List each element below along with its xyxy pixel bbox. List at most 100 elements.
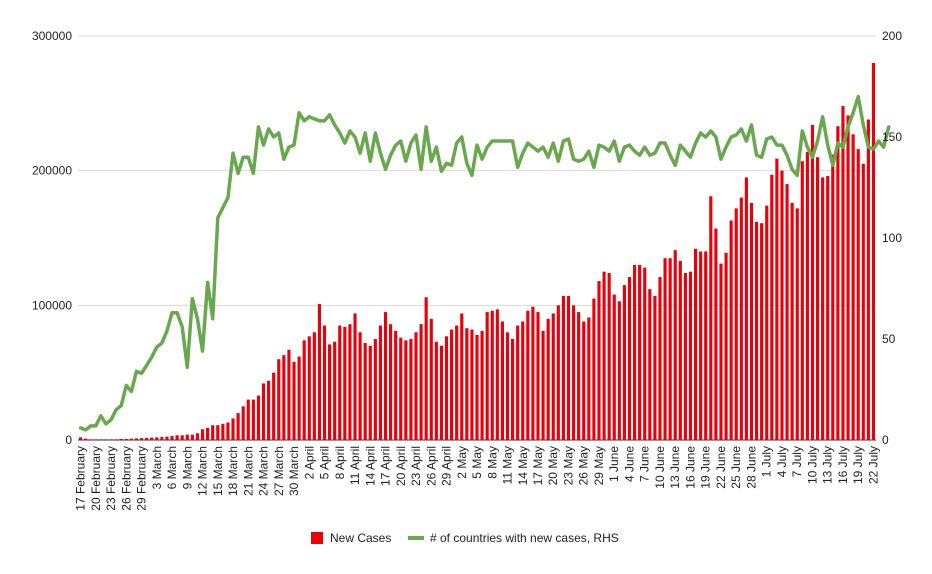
bar-new-cases (409, 339, 413, 440)
bar-new-cases (211, 425, 215, 440)
x-tick-label: 8 May (485, 446, 499, 479)
x-tick-label: 5 April (318, 446, 332, 479)
x-tick-label: 7 July (790, 446, 804, 477)
bar-new-cases (678, 260, 682, 440)
bar-new-cases (256, 395, 261, 440)
bar-new-cases (251, 399, 255, 440)
bar-new-cases (414, 332, 418, 440)
bar-new-cases (749, 202, 754, 440)
line-countries (78, 94, 891, 432)
bar-new-cases (470, 329, 474, 440)
bar-new-cases (424, 297, 428, 440)
bar-new-cases (165, 436, 169, 440)
bar-new-cases (810, 124, 815, 440)
x-tick-label: 19 July (851, 446, 865, 484)
x-tick-label: 19 June (699, 446, 713, 489)
bar-new-cases (155, 437, 159, 440)
bar-new-cases (551, 313, 555, 440)
bar-new-cases (780, 170, 784, 440)
x-tick-label: 17 February (74, 446, 88, 511)
x-tick-label: 7 June (638, 446, 652, 482)
x-tick-label: 4 July (775, 446, 789, 477)
bar-new-cases (399, 337, 403, 440)
bar-new-cases (790, 202, 794, 440)
bar-new-cases (394, 330, 398, 440)
bar-new-cases (607, 273, 611, 440)
bar-new-cases (739, 197, 743, 440)
bar-new-cases (378, 325, 383, 440)
x-tick-label: 1 June (607, 446, 621, 482)
x-tick-label: 23 February (104, 446, 118, 511)
bar-new-cases (775, 158, 779, 440)
bar-new-cases (592, 298, 596, 440)
y-left-tick-label: 200000 (32, 164, 72, 178)
bar-new-cases (688, 271, 693, 440)
bar-new-cases (658, 277, 662, 440)
bar-new-cases (307, 336, 311, 440)
x-axis: 17 February 20 February 23 February 26 Febr… (74, 446, 881, 511)
bar-new-cases (785, 184, 789, 440)
bar-new-cases (348, 324, 352, 440)
bar-new-cases (373, 339, 377, 440)
legend-item-countries: # of countries with new cases, RHS (408, 531, 619, 545)
bar-new-cases (851, 134, 855, 440)
bar-new-cases (84, 438, 88, 440)
bar-new-cases (246, 399, 250, 440)
bar-new-cases (653, 295, 657, 440)
bar-new-cases (561, 295, 565, 440)
bar-new-cases (831, 154, 835, 441)
x-tick-label: 13 July (821, 446, 835, 484)
bar-new-cases (180, 435, 184, 440)
bar-new-cases (663, 258, 667, 440)
x-tick-label: 11 April (348, 446, 362, 485)
bar-new-cases (673, 250, 677, 440)
bar-new-cases (109, 439, 113, 440)
bar-new-cases (439, 345, 443, 440)
bar-new-cases (322, 325, 327, 440)
bar-new-cases (312, 332, 316, 440)
bar-new-cases (638, 264, 642, 440)
x-tick-label: 29 April (440, 446, 454, 486)
legend-swatch-new-cases (311, 532, 323, 544)
bar-new-cases (821, 177, 825, 440)
bar-new-cases (297, 356, 301, 440)
bar-new-cases (724, 252, 728, 440)
bar-new-cases (770, 174, 774, 440)
x-tick-label: 25 June (729, 446, 743, 489)
bar-new-cases (200, 429, 205, 440)
bar-new-cases (714, 228, 718, 440)
x-tick-label: 14 April (363, 446, 377, 486)
x-tick-label: 11 May (501, 446, 515, 484)
x-tick-label: 3 March (150, 446, 164, 489)
bar-new-cases (597, 281, 601, 440)
bar-new-cases (94, 439, 98, 440)
x-tick-label: 24 March (257, 446, 271, 496)
bar-new-cases (516, 325, 520, 440)
x-tick-label: 16 July (836, 446, 850, 484)
bar-new-cases (744, 177, 748, 440)
bar-new-cases (760, 223, 764, 440)
bar-new-cases (526, 310, 530, 440)
bar-new-cases (317, 303, 322, 440)
bar-new-cases (500, 321, 504, 440)
bar-new-cases (556, 305, 560, 440)
bar-new-cases (546, 318, 550, 440)
x-tick-label: 30 March (287, 446, 301, 496)
x-tick-label: 29 May (592, 446, 606, 485)
bar-new-cases (104, 439, 108, 440)
bar-new-cases (89, 439, 93, 440)
bar-new-cases (99, 439, 103, 440)
bar-new-cases (190, 434, 194, 440)
bar-new-cases (160, 437, 164, 440)
bar-new-cases (139, 438, 144, 440)
bar-new-cases (495, 309, 499, 440)
x-tick-label: 17 April (379, 446, 393, 486)
bar-new-cases (185, 434, 189, 440)
y-right-tick-label: 50 (882, 332, 896, 346)
bar-new-cases (485, 312, 489, 440)
x-tick-label: 2 May (455, 446, 469, 479)
bar-new-cases (861, 163, 865, 440)
x-tick-label: 8 April (333, 446, 347, 479)
bar-new-cases (272, 372, 276, 440)
